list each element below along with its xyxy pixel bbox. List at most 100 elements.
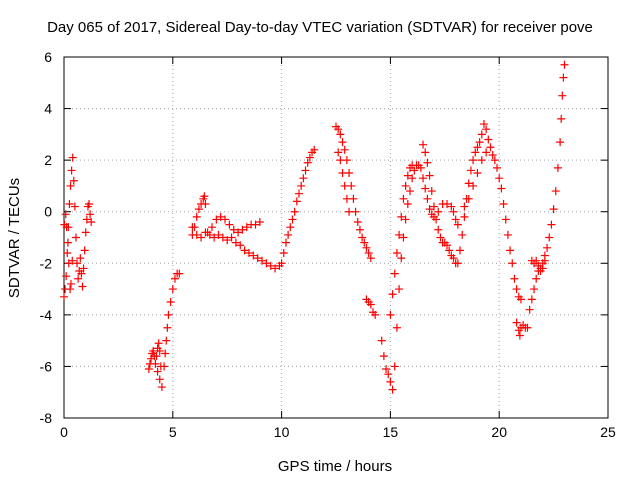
y-axis-label: SDTVAR / TECUs	[6, 178, 23, 298]
data-point	[497, 184, 506, 193]
data-point	[508, 259, 517, 268]
x-axis-label: GPS time / hours	[278, 458, 392, 475]
data-point	[377, 336, 386, 345]
data-point	[271, 264, 280, 273]
data-point	[460, 202, 469, 211]
data-point	[218, 233, 227, 242]
data-point	[192, 212, 201, 221]
data-point	[338, 138, 347, 147]
data-point	[482, 148, 491, 157]
data-point	[442, 241, 451, 250]
data-point	[473, 143, 482, 152]
data-point	[429, 202, 438, 211]
data-point	[155, 346, 164, 355]
data-point	[66, 279, 75, 288]
data-point	[69, 176, 78, 185]
data-point	[471, 148, 480, 157]
data-point	[559, 73, 568, 82]
data-point	[364, 248, 373, 257]
data-point	[382, 365, 391, 374]
data-point	[436, 233, 445, 242]
data-point	[251, 220, 260, 229]
data-point	[477, 130, 486, 139]
data-point	[512, 285, 521, 294]
data-point	[390, 362, 399, 371]
data-point	[449, 254, 458, 263]
data-point	[453, 259, 462, 268]
data-point	[85, 199, 94, 208]
data-point	[515, 331, 524, 340]
data-point	[410, 166, 419, 175]
data-point	[395, 285, 404, 294]
data-point	[558, 91, 567, 100]
data-point	[503, 230, 512, 239]
data-point	[255, 218, 264, 227]
data-point	[216, 212, 225, 221]
data-point	[240, 246, 249, 255]
data-point	[425, 171, 434, 180]
data-point	[66, 181, 75, 190]
data-point	[201, 228, 210, 237]
data-point	[207, 223, 216, 232]
data-point	[249, 251, 258, 260]
data-point	[78, 282, 87, 291]
chart-title: Day 065 of 2017, Sidereal Day-to-day VTE…	[47, 19, 593, 36]
y-tick-label: 4	[44, 101, 52, 117]
data-point	[340, 181, 349, 190]
data-point	[234, 228, 243, 237]
data-point	[421, 184, 430, 193]
data-point	[442, 199, 451, 208]
data-point	[253, 254, 262, 263]
data-point	[469, 181, 478, 190]
data-point	[154, 339, 163, 348]
data-point	[360, 238, 369, 247]
data-point	[475, 138, 484, 147]
data-point	[144, 365, 153, 374]
data-point	[66, 285, 75, 294]
data-point	[510, 274, 519, 283]
data-point	[71, 233, 80, 242]
data-point	[388, 385, 397, 394]
data-point	[390, 269, 399, 278]
data-point	[392, 248, 401, 257]
data-point	[80, 246, 89, 255]
data-point	[286, 223, 295, 232]
data-point	[397, 212, 406, 221]
data-point	[284, 230, 293, 239]
data-point	[151, 359, 160, 368]
data-point	[499, 199, 508, 208]
data-point	[68, 153, 77, 162]
data-point	[82, 215, 91, 224]
x-tick-label: 5	[169, 424, 177, 440]
data-point	[362, 243, 371, 252]
data-point	[194, 205, 203, 214]
data-point	[192, 230, 201, 239]
data-point	[212, 215, 221, 224]
data-point	[434, 207, 443, 216]
data-point	[434, 225, 443, 234]
data-point	[464, 194, 473, 203]
data-point	[76, 254, 85, 263]
data-point	[495, 174, 504, 183]
data-point	[68, 256, 77, 265]
data-point	[334, 125, 343, 134]
data-point	[60, 292, 68, 301]
data-point	[170, 274, 179, 283]
data-point	[371, 310, 380, 319]
axes: 0 5 10 15 20 25 -8 -6 -4 -2 0 2 4 6	[40, 49, 616, 440]
data-point	[358, 233, 367, 242]
data-points	[60, 60, 569, 394]
data-point	[152, 352, 161, 361]
data-point	[427, 187, 436, 196]
data-point	[366, 300, 375, 309]
data-point	[175, 269, 184, 278]
data-point	[540, 256, 549, 265]
data-point	[79, 264, 88, 273]
data-point	[279, 248, 288, 257]
data-point	[408, 174, 417, 183]
x-tick-label: 20	[491, 424, 507, 440]
data-point	[366, 254, 375, 263]
data-point	[277, 259, 286, 268]
